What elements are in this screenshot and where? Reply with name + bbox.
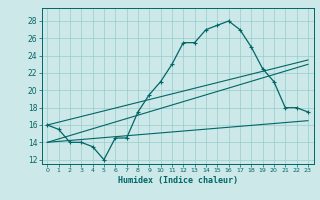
X-axis label: Humidex (Indice chaleur): Humidex (Indice chaleur) [118, 176, 237, 185]
